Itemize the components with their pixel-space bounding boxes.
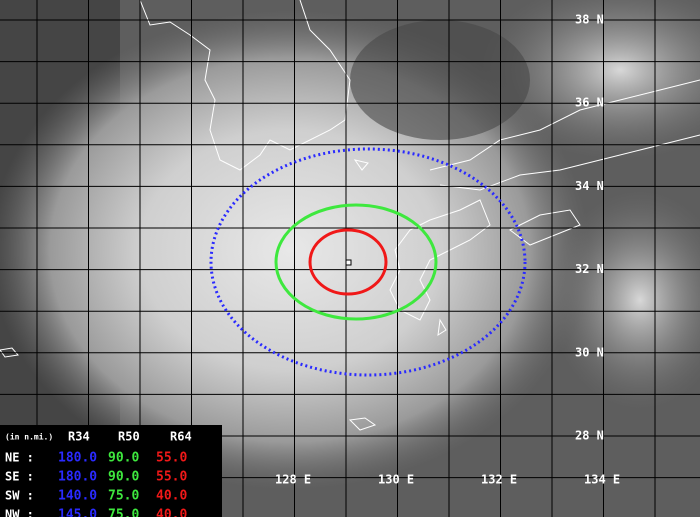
quadrant-label: NW : — [5, 508, 34, 517]
table-background — [0, 425, 222, 517]
radii-table: (in n.mi.) R34 R50 R64 NE : 180.0 90.0 55.0 SE … — [0, 425, 222, 517]
radius-value: 90.0 — [108, 451, 139, 466]
latitude-label: 36 N — [575, 96, 604, 110]
wind-radii — [209, 147, 527, 377]
r64-radius — [308, 228, 388, 296]
quadrant-label: NE : — [5, 451, 34, 465]
radius-value: 55.0 — [156, 470, 187, 485]
longitude-labels: 128 E 130 E 132 E 134 E — [275, 473, 620, 487]
latitude-label: 28 N — [575, 429, 604, 443]
cloud — [550, 190, 700, 410]
latitude-label: 30 N — [575, 345, 604, 359]
column-header: R50 — [118, 430, 140, 444]
r50-radius — [274, 203, 438, 321]
unit-label: (in n.mi.) — [5, 432, 53, 442]
radius-value: 40.0 — [156, 489, 187, 504]
radius-value: 40.0 — [156, 508, 187, 517]
storm-center — [345, 259, 352, 266]
radius-value: 180.0 — [58, 470, 97, 485]
latitude-label: 38 N — [575, 13, 604, 27]
radius-value: 55.0 — [156, 451, 187, 466]
quadrant-label: SW : — [5, 489, 34, 503]
cloud — [480, 0, 700, 160]
column-header: R64 — [170, 430, 192, 444]
latitude-label: 32 N — [575, 262, 604, 276]
column-header: R34 — [68, 430, 90, 444]
longitude-label: 134 E — [584, 473, 620, 487]
radius-value: 180.0 — [58, 451, 97, 466]
latitude-label: 34 N — [575, 179, 604, 193]
radius-value: 140.0 — [58, 489, 97, 504]
clear-sky — [350, 20, 530, 140]
longitude-label: 132 E — [481, 473, 517, 487]
radius-value: 145.0 — [58, 508, 97, 517]
quadrant-label: SE : — [5, 470, 34, 484]
radius-value: 75.0 — [108, 489, 139, 504]
radius-value: 90.0 — [108, 470, 139, 485]
radius-value: 75.0 — [108, 508, 139, 517]
r34-radius — [209, 147, 527, 377]
longitude-label: 128 E — [275, 473, 311, 487]
latitude-labels: 38 N 36 N 34 N 32 N 30 N 28 N — [575, 13, 604, 443]
longitude-label: 130 E — [378, 473, 414, 487]
